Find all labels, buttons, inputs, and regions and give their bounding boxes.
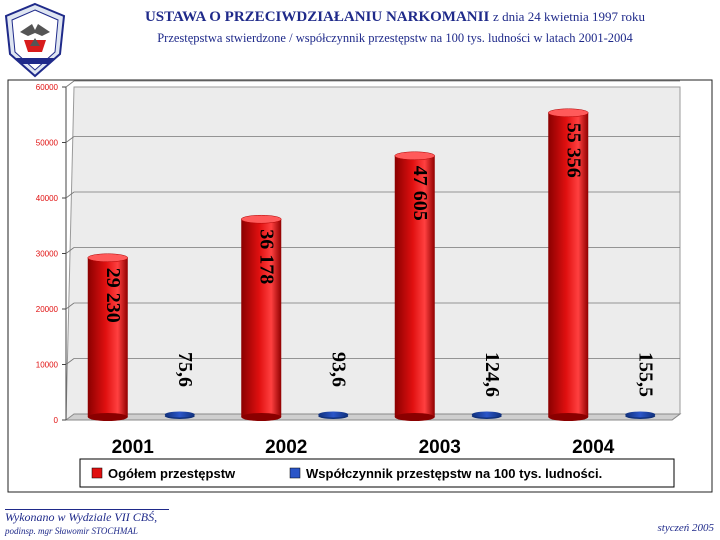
legend-swatch-total [91, 467, 103, 479]
footer-author-name: podinsp. mgr Sławomir STOCHMAL [5, 526, 138, 536]
footer-divider [5, 509, 169, 510]
bar-total-base [87, 413, 128, 421]
y-tick-label: 10000 [36, 361, 59, 370]
title-main: USTAWA O PRZECIWDZIAŁANIU NARKOMANII [144, 9, 490, 25]
legend: Ogółem przestępstw Współczynnik przestęps… [79, 458, 675, 488]
bar-rate-top [318, 411, 349, 418]
x-category-label: 2003 [419, 437, 461, 458]
y-tick-label: 0 [54, 416, 59, 425]
bar-total-base [394, 413, 435, 421]
bar-rate-2004 [625, 411, 656, 419]
legend-box [79, 458, 675, 488]
legend-label-rate: Współczynnik przestępstw na 100 tys. lud… [306, 466, 602, 481]
bar-total-label: 36 178 [256, 229, 278, 284]
legend-label-total: Ogółem przestępstw [108, 466, 236, 481]
title-date: z dnia 24 kwietnia 1997 roku [493, 9, 646, 24]
bar-total-top [87, 253, 128, 263]
bar-total-2002 [241, 214, 282, 421]
bar-total-top [548, 108, 589, 118]
bar-total-base [241, 413, 282, 421]
x-category-label: 2004 [572, 437, 615, 458]
legend-swatch-rate [289, 467, 301, 479]
y-tick-label: 50000 [36, 139, 59, 148]
bar-rate-label: 93,6 [328, 352, 350, 387]
bar-total-label: 47 605 [409, 166, 431, 221]
gridline-diagonal [65, 136, 75, 143]
bar-total-top [394, 151, 435, 161]
bar-rate-2002 [318, 411, 349, 419]
x-category-label: 2001 [112, 437, 155, 458]
bar-total-label: 55 356 [563, 123, 585, 178]
bar-total-label: 29 230 [102, 268, 124, 323]
bar-total-2003 [394, 151, 435, 421]
plot-floor [64, 413, 682, 421]
bar-rate-2001 [164, 411, 195, 419]
bar-total-base [548, 413, 589, 421]
bar-rate-2003 [471, 411, 502, 419]
gridline-diagonal [65, 358, 75, 365]
bar-total-top [241, 214, 282, 224]
bar-total-2001 [87, 253, 128, 421]
chart-subtitle: Przestępstwa stwierdzone / współczynnik … [157, 31, 633, 45]
x-category-label: 2002 [265, 437, 307, 458]
y-tick-label: 60000 [36, 83, 59, 92]
bar-rate-top [625, 411, 656, 418]
bar-rate-label: 124,6 [481, 352, 503, 397]
police-badge-logo [4, 2, 66, 78]
bar-total-body [87, 257, 128, 417]
bar-rate-top [164, 411, 195, 418]
bar-total-body [548, 112, 589, 417]
chart-title: USTAWA O PRZECIWDZIAŁANIU NARKOMANII z d… [70, 9, 720, 26]
gridline-diagonal [65, 247, 75, 254]
bar-chart: 0 10000 20000 30000 40000 50000 60000 29 230 75,… [7, 79, 713, 493]
y-tick-label: 30000 [36, 250, 59, 259]
footer-date: styczeń 2005 [657, 522, 714, 534]
gridline-diagonal [65, 302, 75, 310]
y-tick-label: 40000 [36, 194, 59, 203]
chart-border [7, 79, 713, 493]
y-tick-label: 20000 [36, 305, 59, 314]
gridline-diagonal [65, 80, 75, 88]
bar-rate-label: 155,5 [635, 352, 657, 397]
bar-total-body [241, 219, 282, 417]
bar-total-body [394, 155, 435, 418]
gridline-diagonal [65, 191, 75, 199]
bar-total-2004 [548, 108, 589, 421]
footer-author: Wykonano w Wydziale VII CBŚ, [5, 510, 158, 524]
bar-rate-label: 75,6 [174, 352, 196, 387]
bar-rate-top [471, 411, 502, 418]
